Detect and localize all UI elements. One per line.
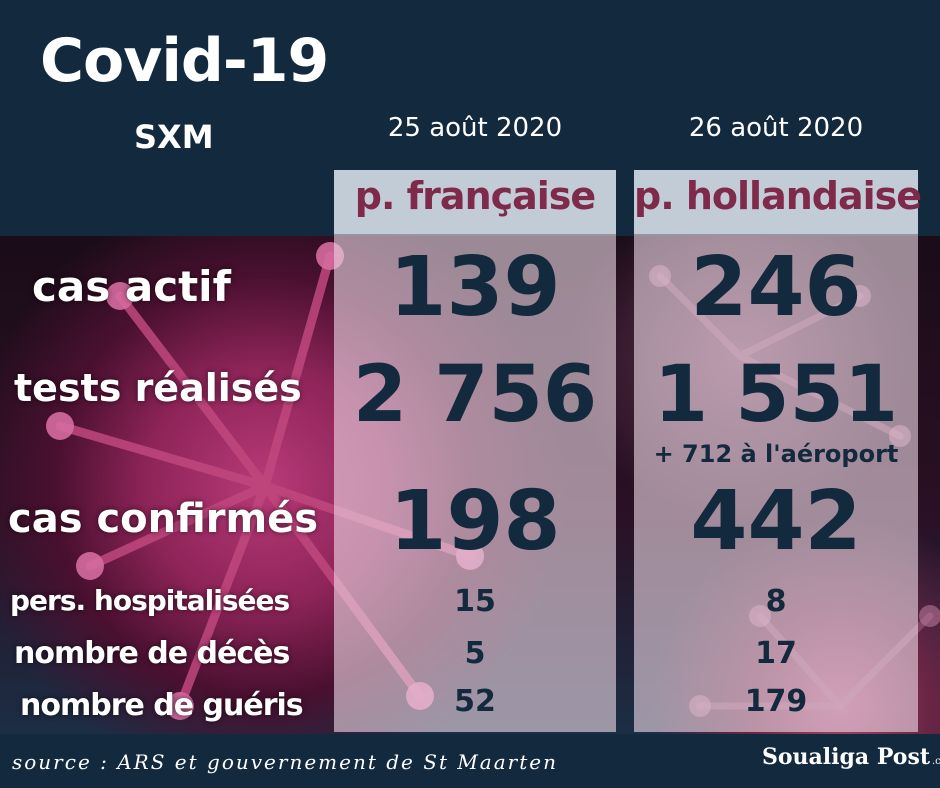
source-note: source : ARS et gouvernement de St Maart… bbox=[12, 750, 558, 774]
date-francaise: 25 août 2020 bbox=[387, 113, 563, 143]
value-nl-tests-airport-note: + 712 à l'aéroport bbox=[653, 440, 899, 468]
page-title: Covid-19 bbox=[40, 26, 329, 96]
soualiga-post-logo: Soualiga Post.com bbox=[762, 744, 940, 770]
row-label-cas-actif: cas actif bbox=[32, 262, 231, 311]
page-subtitle: SXM bbox=[134, 118, 214, 156]
footer-band bbox=[0, 734, 940, 788]
value-fr-cas-confirmes: 198 bbox=[389, 474, 561, 569]
logo-text: Soualiga Post bbox=[762, 744, 930, 770]
column-header-hollandaise bbox=[634, 170, 918, 234]
logo-suffix: .com bbox=[932, 756, 940, 767]
column-panel-francaise bbox=[334, 170, 616, 732]
column-name-francaise: p. française bbox=[354, 174, 596, 218]
value-nl-cas-actif: 246 bbox=[690, 240, 862, 335]
row-label-deces: nombre de décès bbox=[14, 636, 290, 671]
value-fr-hospitalisees: 15 bbox=[454, 584, 496, 619]
row-label-hospitalisees: pers. hospitalisées bbox=[10, 584, 290, 617]
value-nl-tests: 1 551 bbox=[653, 350, 899, 440]
column-header-francaise bbox=[334, 170, 616, 234]
value-fr-tests: 2 756 bbox=[352, 350, 598, 440]
value-nl-cas-confirmes: 442 bbox=[690, 474, 862, 569]
value-nl-deces: 17 bbox=[755, 636, 797, 671]
value-nl-hospitalisees: 8 bbox=[765, 584, 787, 619]
value-fr-cas-actif: 139 bbox=[389, 240, 561, 335]
row-label-tests: tests réalisés bbox=[14, 366, 302, 410]
value-fr-deces: 5 bbox=[464, 636, 486, 671]
row-label-cas-confirmes: cas confirmés bbox=[8, 496, 319, 542]
value-fr-gueris: 52 bbox=[454, 684, 496, 719]
column-name-hollandaise: p. hollandaise bbox=[634, 174, 922, 218]
row-label-gueris: nombre de guéris bbox=[20, 688, 304, 723]
column-panel-hollandaise bbox=[634, 170, 918, 732]
date-hollandaise: 26 août 2020 bbox=[688, 113, 864, 143]
value-nl-gueris: 179 bbox=[744, 684, 808, 719]
